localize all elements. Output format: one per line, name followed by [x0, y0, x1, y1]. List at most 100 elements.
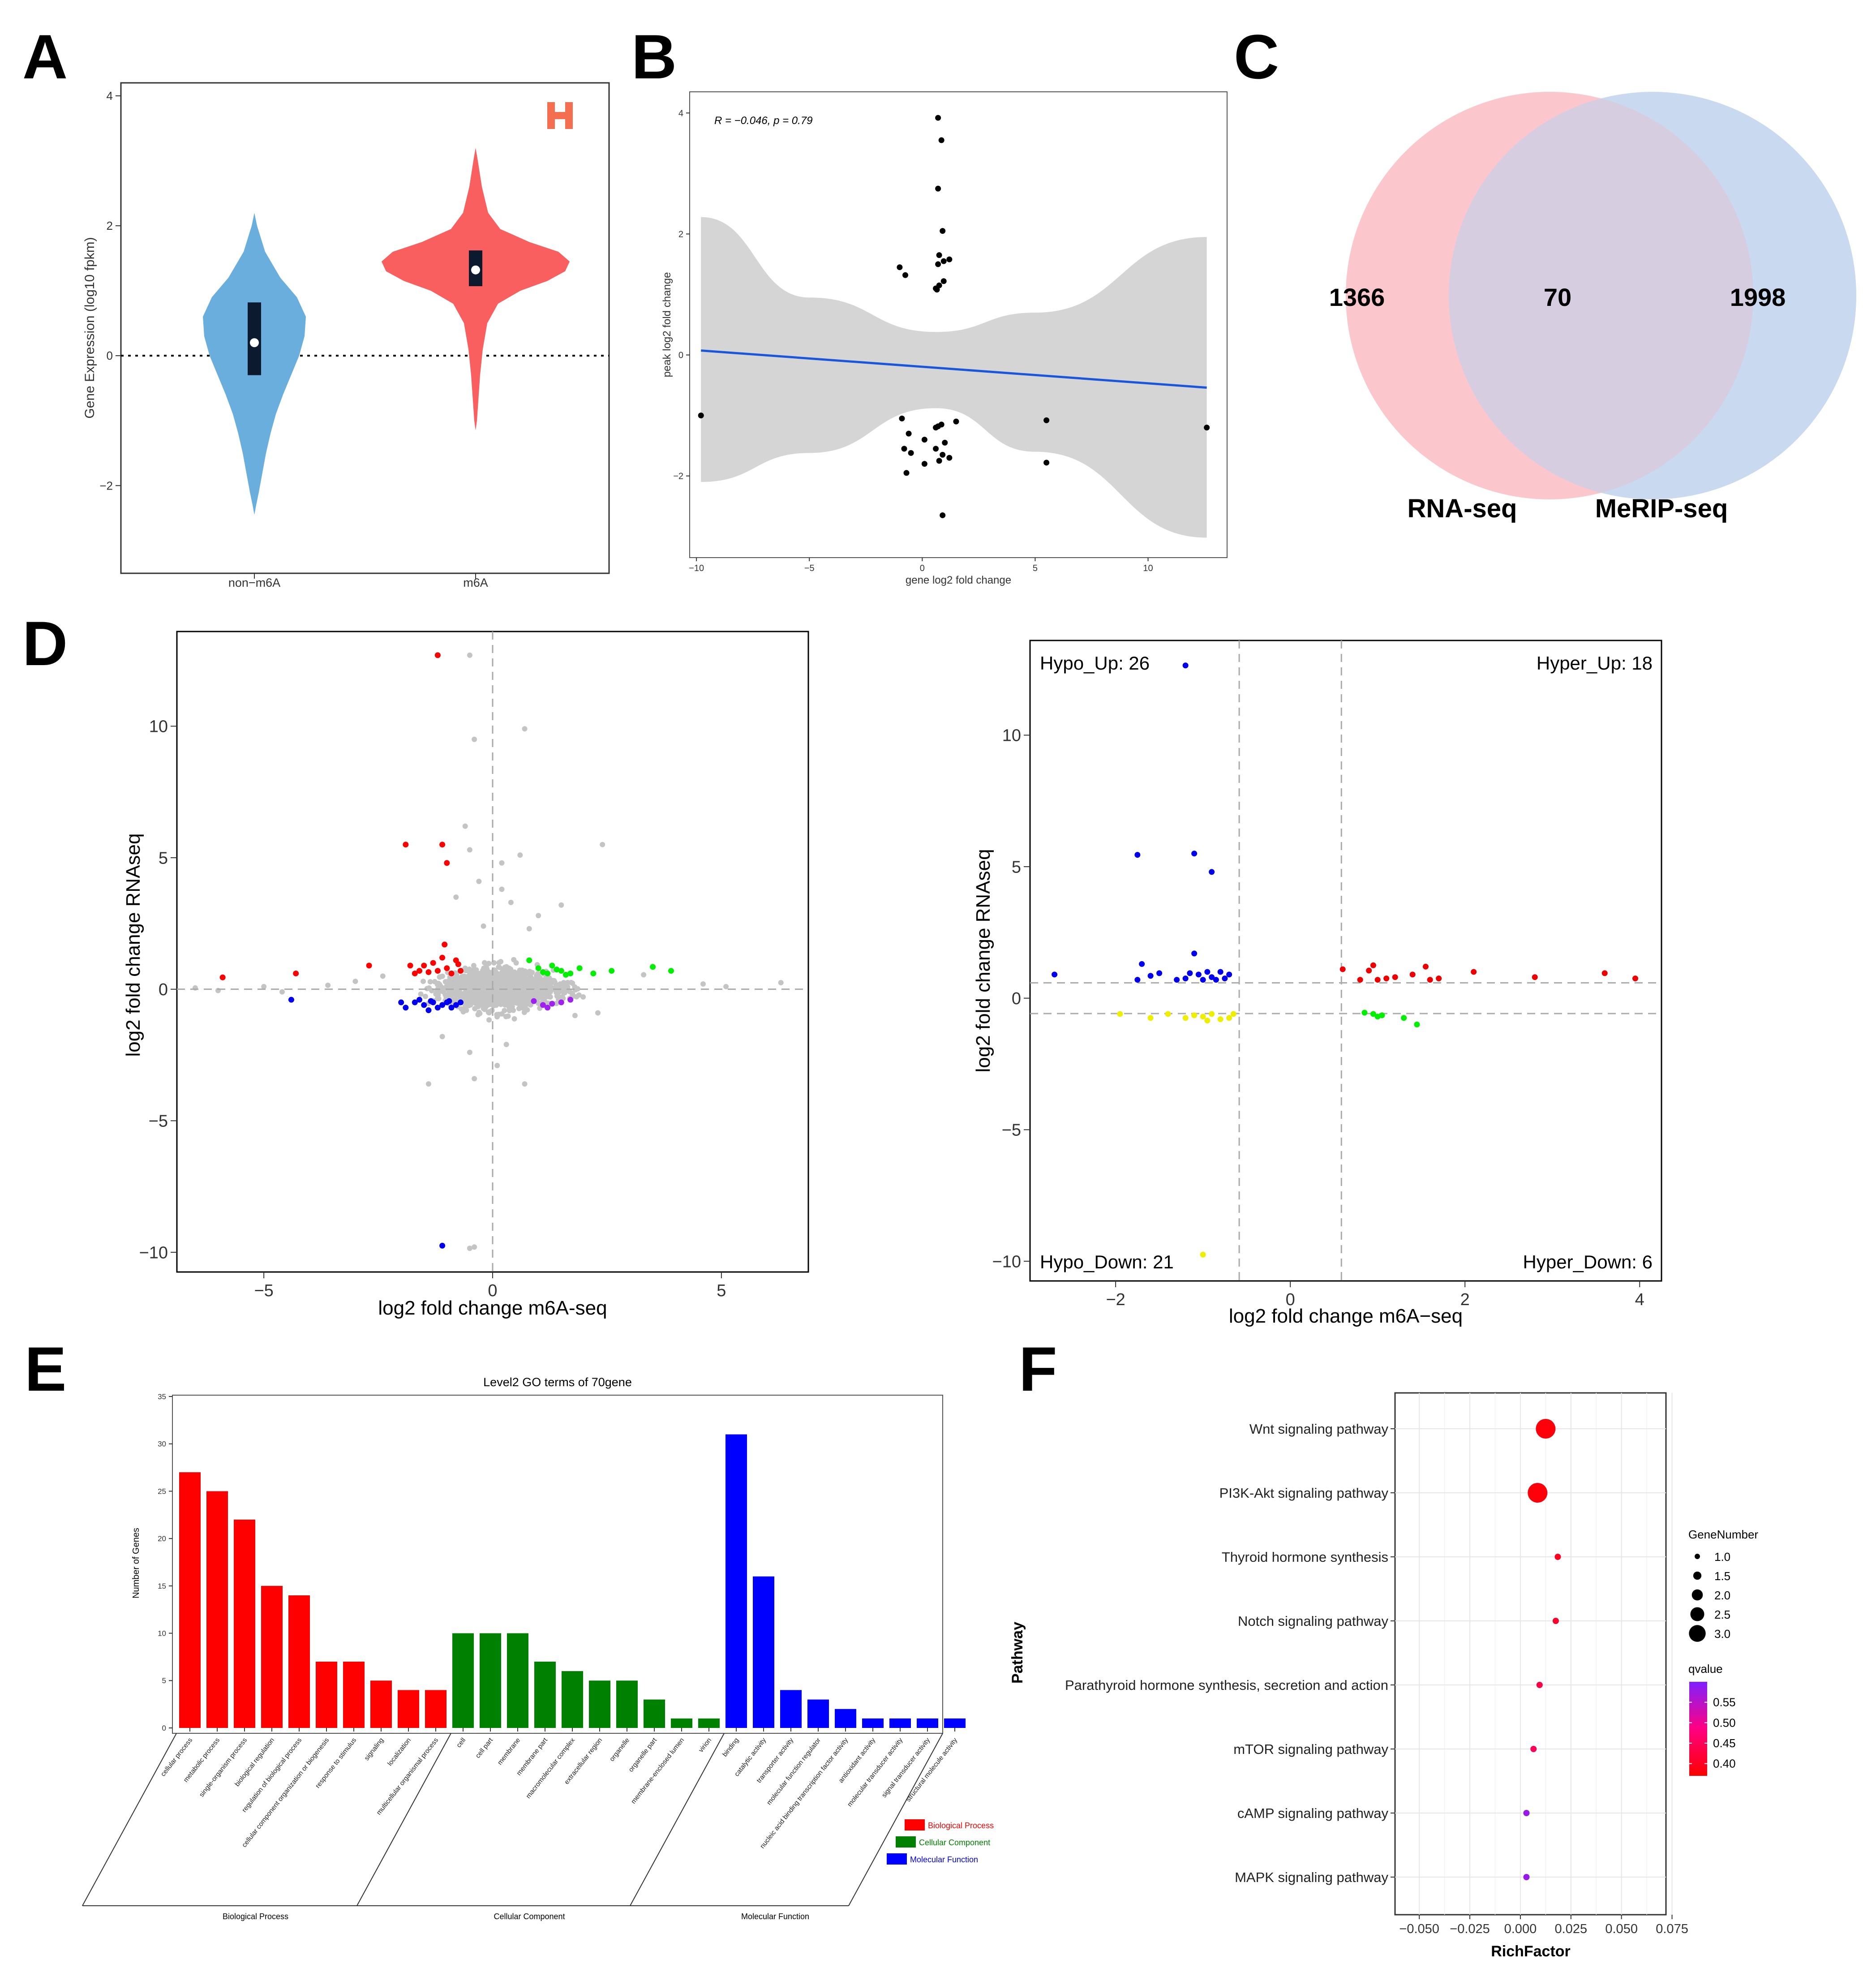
scatter-point	[946, 256, 953, 262]
bar-molecular-function	[780, 1690, 802, 1728]
panel-e-y-tick-label: 5	[162, 1676, 166, 1685]
point-hypo-down	[1191, 1012, 1198, 1018]
legend-swatch-cellular-component	[896, 1836, 916, 1848]
panel-e-y-tick-label: 25	[158, 1487, 166, 1495]
panel-b-plot-frame	[689, 91, 1228, 558]
highlight-point-red	[442, 941, 448, 948]
highlight-point-blue	[457, 999, 464, 1005]
background-point	[563, 985, 569, 991]
background-point	[542, 995, 548, 1001]
panel-d-left-y-tick-label: 5	[159, 849, 168, 868]
background-point	[528, 981, 534, 987]
highlight-point-blue	[439, 1002, 446, 1008]
panel-a-violins	[121, 148, 609, 515]
background-point	[518, 980, 524, 985]
background-point	[481, 968, 487, 974]
bar-cellular-component	[671, 1718, 692, 1728]
point-hyper-up	[1601, 970, 1608, 976]
background-point	[503, 1014, 509, 1019]
background-point	[472, 1006, 478, 1012]
scatter-point	[1043, 417, 1050, 423]
legend-size-dot	[1690, 1607, 1704, 1621]
background-point	[486, 1017, 492, 1023]
background-point	[279, 989, 285, 995]
panel-e-bars	[179, 1434, 966, 1728]
bar-biological-process	[398, 1690, 419, 1728]
background-point	[507, 978, 512, 984]
legend-title-gene-number: GeneNumber	[1688, 1528, 1758, 1541]
highlight-point-blue	[425, 1007, 432, 1014]
background-point	[261, 984, 267, 989]
background-point	[487, 991, 493, 997]
panel-b-x-tick-label: −5	[804, 563, 815, 573]
highlight-point-purple	[558, 999, 564, 1005]
venn-overlap-region	[1449, 92, 1753, 499]
panel-b-axes: −2 0 2 4 −10 −5 0 5 10	[673, 108, 1153, 573]
panel-a-y-tick-label: 0	[107, 349, 113, 362]
panel-d-right-x-tick-label: −2	[1106, 1290, 1125, 1309]
background-point	[512, 972, 518, 978]
background-point	[700, 981, 706, 987]
highlight-point-green	[558, 968, 564, 974]
highlight-point-green	[609, 968, 615, 974]
point-hyper-down	[1379, 1012, 1385, 1018]
background-point	[502, 968, 508, 974]
point-hypo-up	[1147, 973, 1154, 979]
bar-molecular-function	[862, 1718, 884, 1728]
pathway-label: PI3K-Akt signaling pathway	[1219, 1485, 1389, 1501]
panel-b-x-tick-label: −10	[689, 563, 704, 573]
background-point	[486, 961, 492, 967]
scatter-point	[933, 446, 939, 452]
background-point	[426, 985, 432, 991]
background-point	[537, 981, 542, 987]
highlight-point-blue	[403, 1005, 409, 1011]
legend-qvalue-label: 0.55	[1713, 1696, 1736, 1709]
legend-qvalue-label: 0.40	[1713, 1757, 1736, 1770]
background-point	[554, 1001, 559, 1006]
background-point	[641, 972, 647, 978]
point-hypo-up	[1217, 969, 1223, 975]
highlight-point-red	[439, 842, 446, 848]
panel-f-x-tick-label: −0.025	[1450, 1922, 1490, 1936]
background-point	[499, 860, 505, 866]
scatter-point	[935, 115, 941, 121]
panel-d-right-x-axis-label: log2 fold change m6A−seq	[1229, 1305, 1463, 1327]
panel-f-grid	[1395, 1393, 1673, 1915]
pathway-point	[1523, 1874, 1530, 1880]
background-point	[507, 1008, 512, 1014]
background-point	[600, 842, 605, 847]
background-point	[510, 1001, 515, 1007]
panel-c-venn-diagram: 1366 70 1998 RNA-seq MeRIP-seq	[1329, 92, 1856, 523]
background-point	[448, 980, 454, 986]
background-point	[497, 989, 502, 995]
bar-cellular-component	[616, 1680, 638, 1728]
legend-size-label: 2.0	[1714, 1589, 1730, 1602]
highlight-point-green	[554, 967, 560, 973]
panel-f-legends: GeneNumber 1.01.52.02.53.0 qvalue 0.550.…	[1688, 1528, 1758, 1776]
panel-d-left-y-tick-label: −10	[139, 1243, 168, 1262]
background-point	[559, 994, 565, 1000]
group-box-divider	[630, 1733, 725, 1906]
panel-letter-b: B	[631, 21, 677, 92]
highlight-point-red	[293, 970, 299, 976]
background-point	[421, 979, 426, 984]
point-hypo-up	[1156, 970, 1163, 976]
panel-d-left-reference-lines	[177, 632, 808, 1272]
background-point	[492, 971, 498, 976]
highlight-point-green	[540, 969, 546, 975]
background-point	[499, 886, 505, 892]
background-point	[480, 985, 486, 991]
point-hyper-up	[1632, 975, 1638, 982]
bar-cellular-component	[480, 1633, 501, 1728]
background-point	[498, 972, 503, 978]
pathway-label: cAMP signaling pathway	[1237, 1805, 1389, 1821]
bar-molecular-function	[807, 1699, 829, 1728]
panel-e-group-boxes: Biological Process Cellular Component Mole…	[82, 1733, 943, 1921]
background-point	[572, 1013, 578, 1018]
panel-a-y-tick-label: 4	[107, 89, 113, 103]
point-hypo-up	[1195, 971, 1202, 978]
scatter-point	[934, 287, 940, 293]
scatter-point	[940, 512, 946, 518]
violin-m6a	[382, 148, 570, 430]
